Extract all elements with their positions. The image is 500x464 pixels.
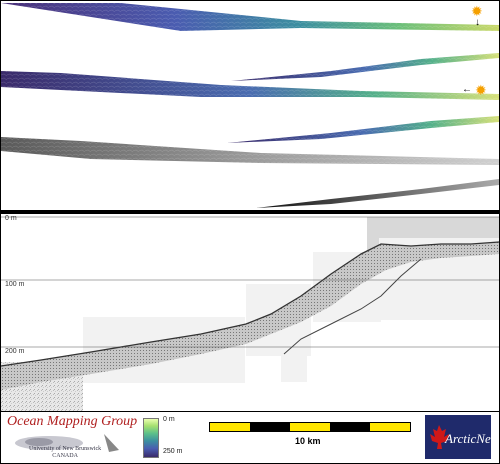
swath-map-graphic xyxy=(1,3,499,208)
profile-tile xyxy=(281,334,307,382)
subbottom-reflector xyxy=(283,258,422,355)
seismic-profile-panel: 0 m 100 m 200 m xyxy=(1,214,499,411)
sun-icon: ✹ xyxy=(475,82,487,98)
swath-map-panel: ✹ ↓ ✹ ← xyxy=(1,1,499,210)
maple-leaf-icon xyxy=(430,425,449,449)
sun-icon: ✹ xyxy=(471,3,483,19)
depth-label-0: 0 m xyxy=(5,215,17,222)
arrow-left-icon: ← xyxy=(462,84,472,95)
unb-text: University of New Brunswick CANADA xyxy=(29,446,101,460)
arcticnet-text: ArcticNet xyxy=(445,431,491,446)
unb-line-1: University of New Brunswick xyxy=(29,446,102,452)
scale-label: 10 km xyxy=(295,436,321,446)
unb-line-2: CANADA xyxy=(52,453,78,459)
depth-label-100: 100 m xyxy=(5,281,25,288)
colorbar-bottom-label: 250 m xyxy=(163,448,183,455)
swath-strip-6 xyxy=(256,179,499,208)
profile-graphic xyxy=(1,216,499,411)
footer-legend: Ocean Mapping Group University of New Br… xyxy=(1,412,499,463)
arcticnet-logo: ArcticNet xyxy=(425,415,491,459)
arrow-down-icon: ↓ xyxy=(475,17,480,28)
depth-colorbar xyxy=(143,418,159,458)
scale-bar xyxy=(209,422,411,432)
omg-swath-graphic xyxy=(15,434,119,452)
omg-title: Ocean Mapping Group xyxy=(7,414,138,429)
seafloor-reflector xyxy=(1,242,499,390)
colorbar-top-label: 0 m xyxy=(163,416,175,423)
depth-label-200: 200 m xyxy=(5,348,25,355)
